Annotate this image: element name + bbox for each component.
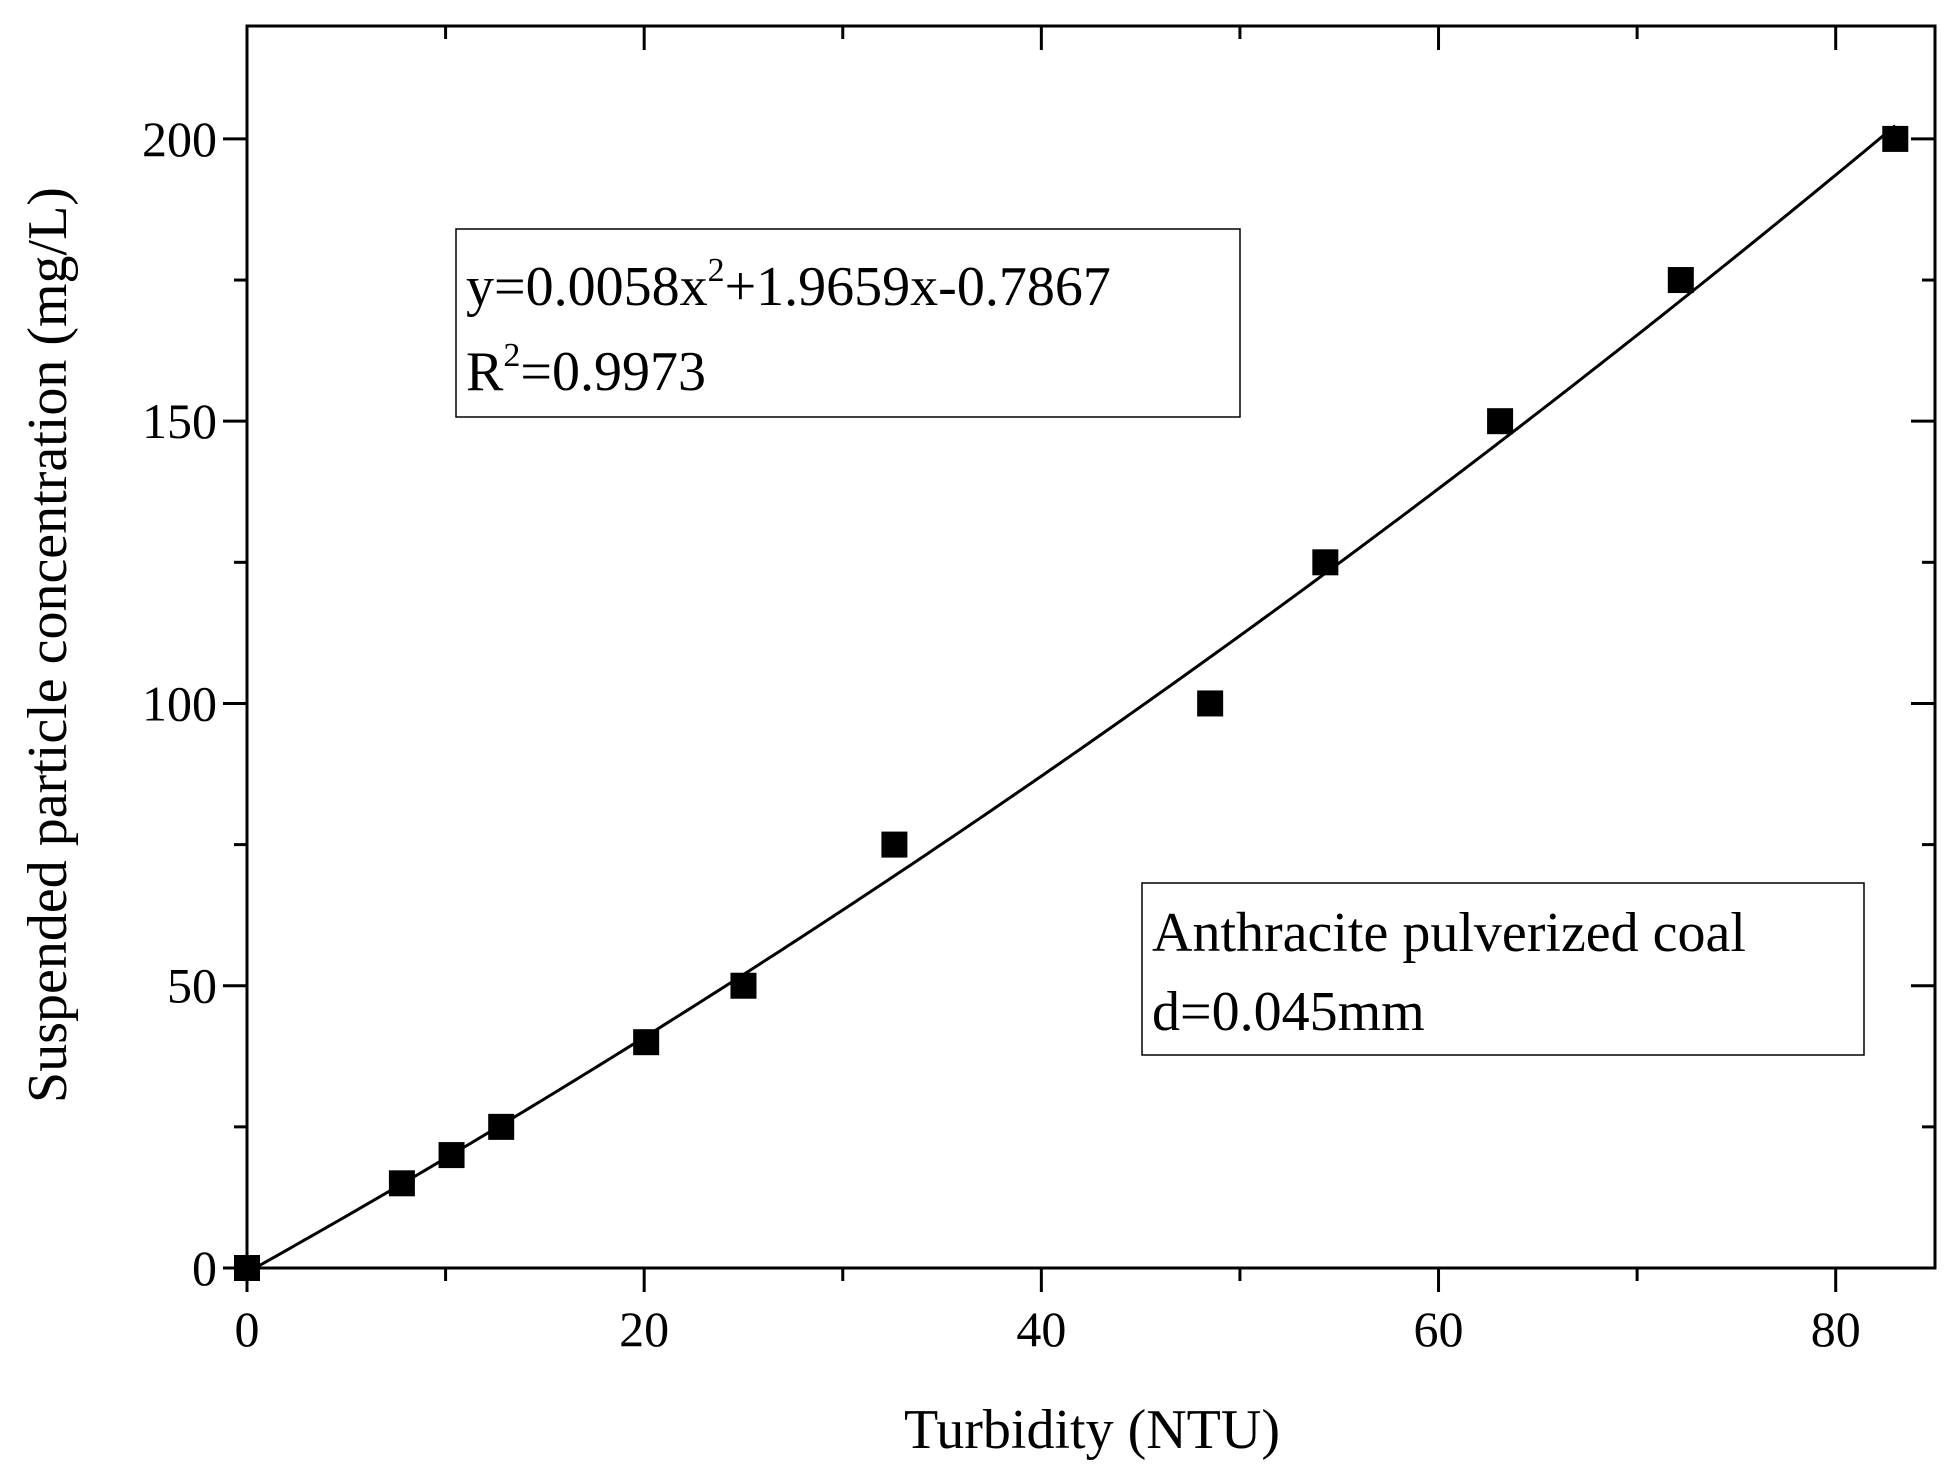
- data-point: [1197, 690, 1224, 717]
- ticks-layer: [223, 26, 1935, 1292]
- data-point: [1882, 125, 1909, 152]
- material-name: Anthracite pulverized coal: [1152, 902, 1746, 964]
- y-tick-label: 100: [142, 675, 217, 731]
- r-squared-prefix: R: [466, 341, 504, 403]
- y-tick-label: 150: [142, 393, 217, 449]
- data-point: [234, 1255, 260, 1281]
- equation-box: y=0.0058x2+1.9659x-0.7867 R2=0.9973: [455, 228, 1241, 418]
- material-diameter: d=0.045mm: [1152, 981, 1425, 1043]
- equation-box-frame: [455, 228, 1241, 418]
- data-point: [1667, 267, 1694, 294]
- r-squared-suffix: =0.9973: [520, 341, 706, 403]
- equation-text: y=0.0058x2+1.9659x-0.7867: [466, 252, 1111, 318]
- x-axis-title: Turbidity (NTU): [904, 1399, 1280, 1461]
- x-tick-label: 60: [1414, 1301, 1464, 1357]
- data-point: [730, 972, 757, 999]
- plot-frame: [245, 24, 1937, 1270]
- tick-labels-layer: 0 20 40 60 80 0 50 100 150 200: [142, 111, 1861, 1357]
- x-tick-label: 80: [1811, 1301, 1861, 1357]
- data-point: [881, 831, 908, 858]
- y-axis-title: Suspended particle concentration (mg/L): [17, 187, 79, 1103]
- data-point: [438, 1142, 465, 1169]
- data-point: [488, 1113, 515, 1140]
- r-squared-text: R2=0.9973: [466, 337, 706, 403]
- x-tick-label: 0: [235, 1301, 260, 1357]
- y-tick-label: 50: [167, 958, 217, 1014]
- data-point: [388, 1170, 415, 1197]
- equation-prefix: y=0.0058x: [466, 256, 708, 318]
- equation-exponent: 2: [708, 252, 725, 289]
- data-point: [1312, 549, 1339, 576]
- material-box-frame: [1141, 882, 1865, 1056]
- fit-curve: [254, 124, 1897, 1270]
- data-point: [633, 1029, 660, 1056]
- points-layer: [234, 125, 1909, 1281]
- x-tick-label: 20: [619, 1301, 669, 1357]
- equation-suffix: +1.9659x-0.7867: [725, 256, 1111, 318]
- material-box: Anthracite pulverized coal d=0.045mm: [1141, 882, 1865, 1056]
- r-squared-exponent: 2: [503, 337, 520, 374]
- data-point: [1487, 408, 1514, 435]
- y-tick-label: 0: [192, 1240, 217, 1296]
- x-tick-label: 40: [1016, 1301, 1066, 1357]
- y-tick-label: 200: [142, 111, 217, 167]
